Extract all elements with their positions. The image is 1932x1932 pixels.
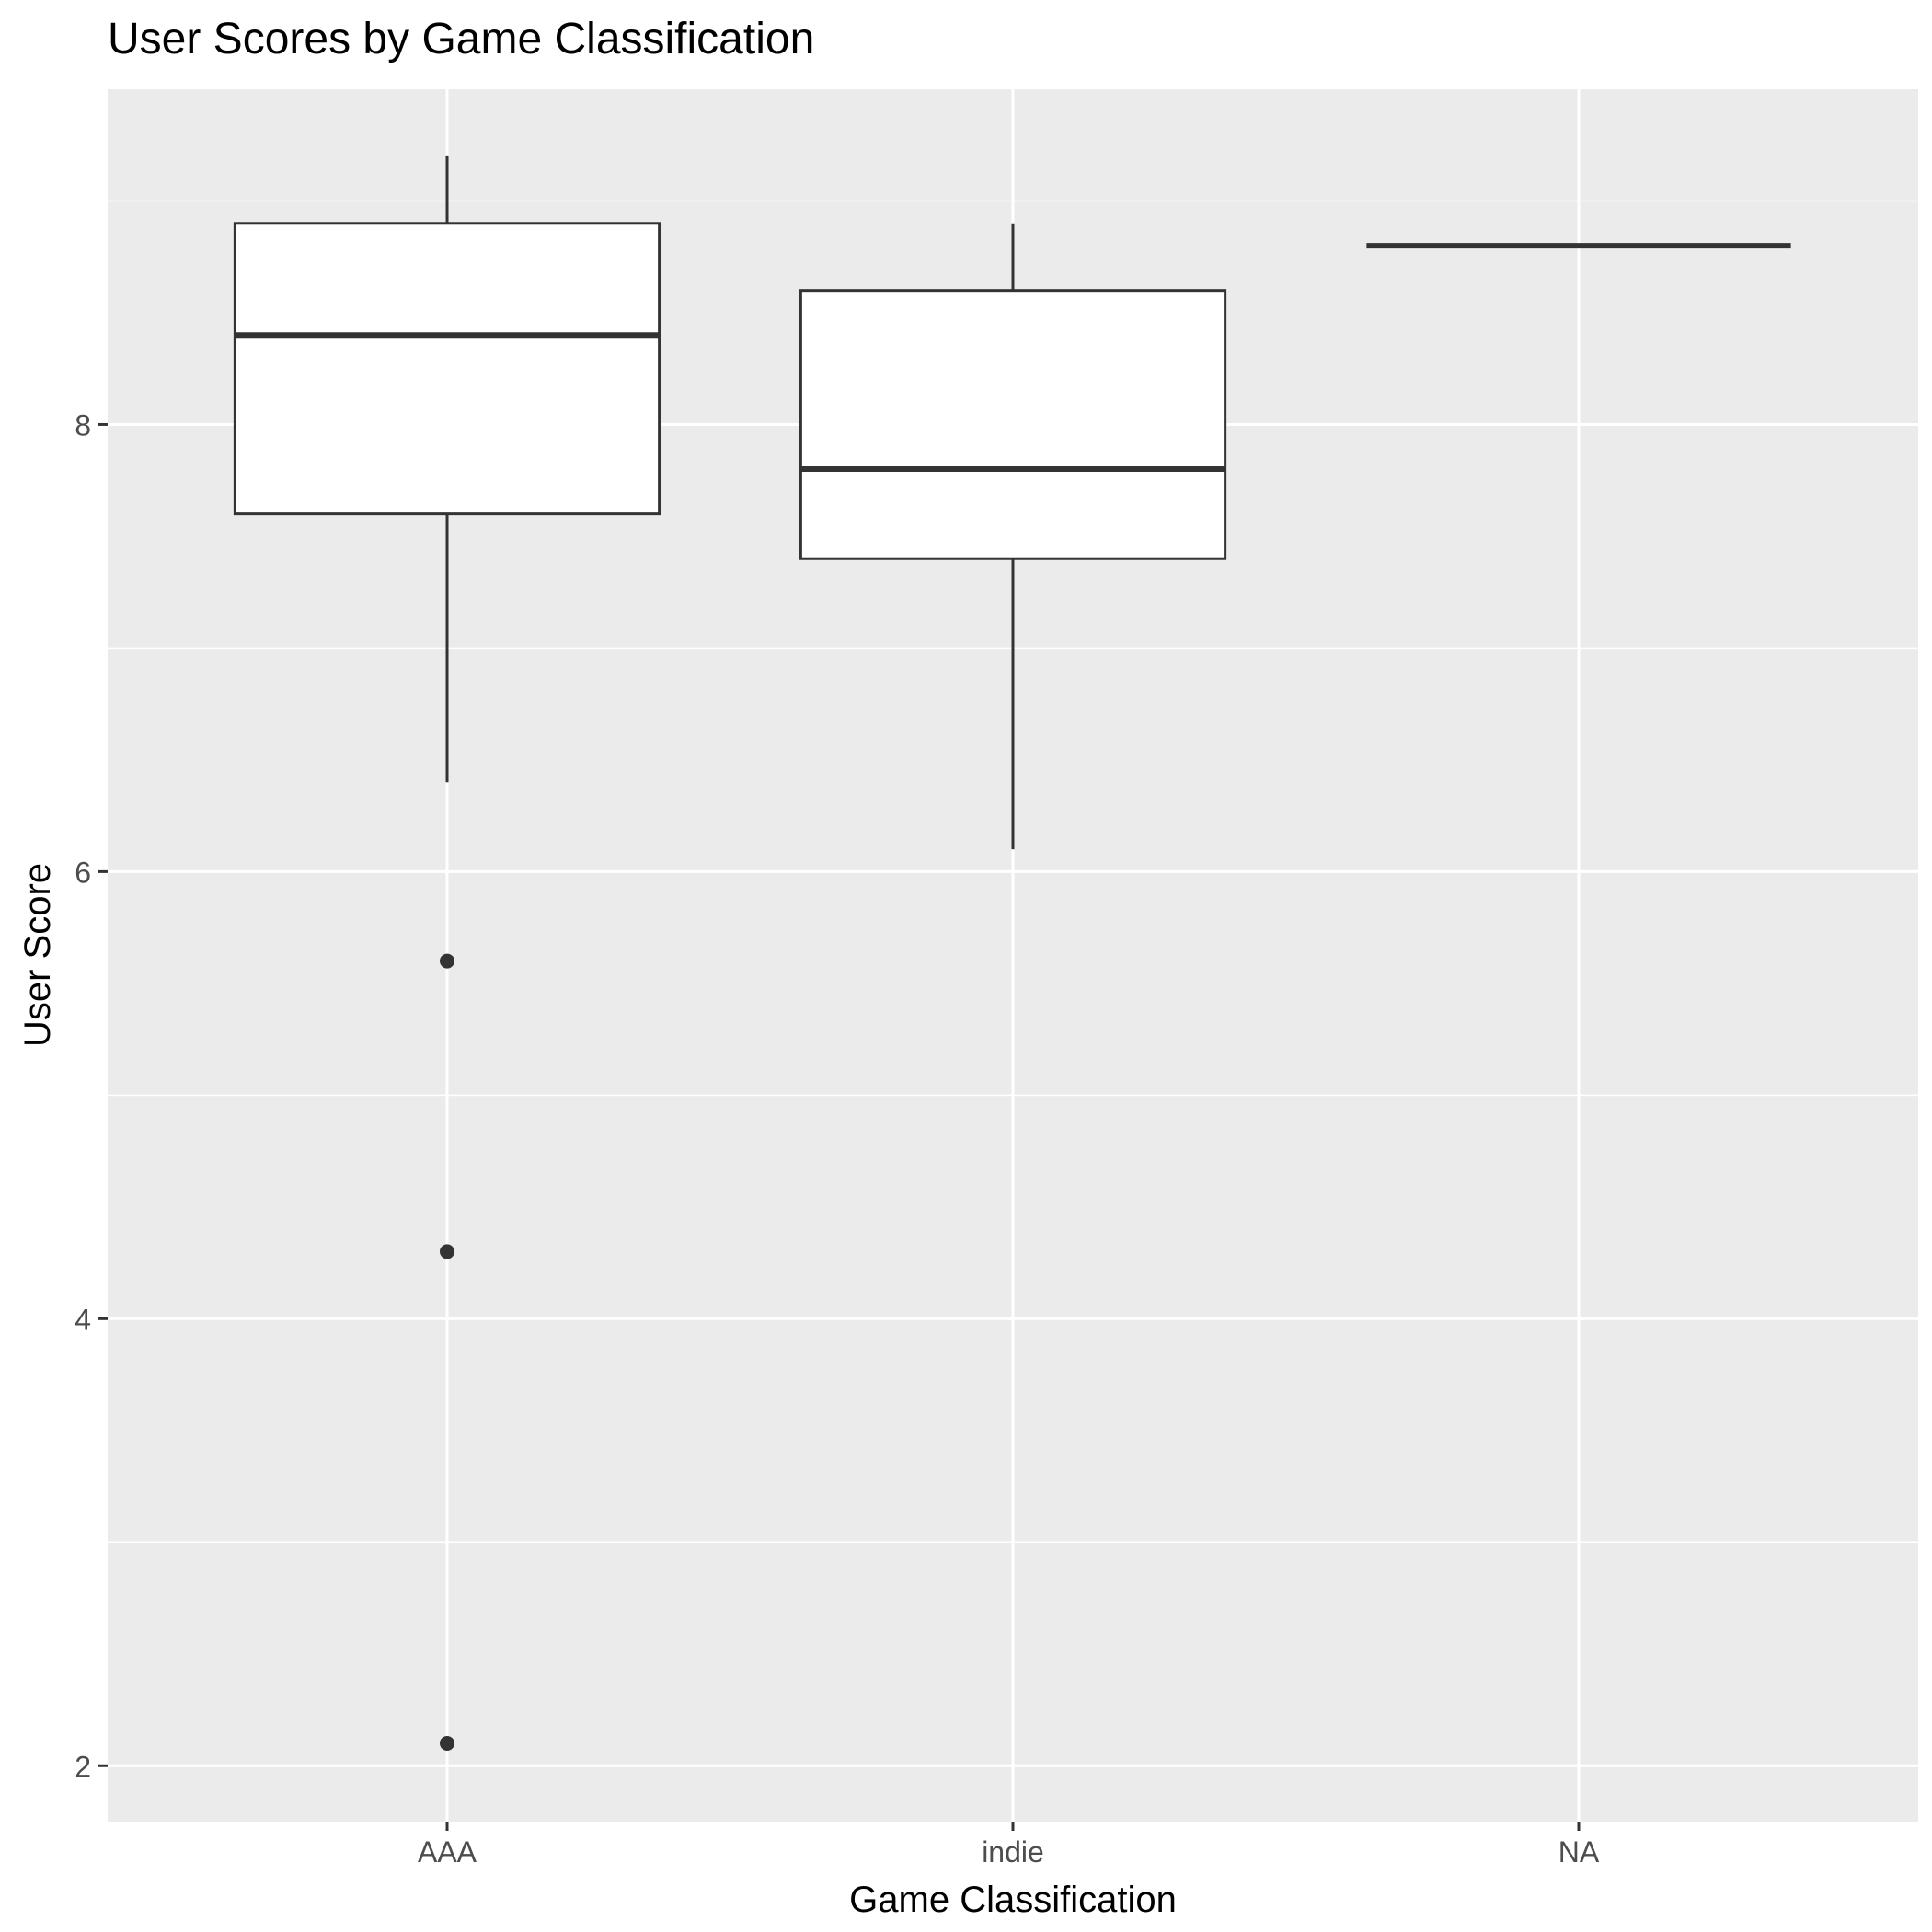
iqr-box [799,289,1227,560]
y-axis: 2 4 6 8 [75,408,108,1783]
y-tick-label: 8 [75,408,91,442]
outlier-point [440,953,454,969]
box-indie [799,223,1227,850]
boxes-layer [233,155,1791,1751]
y-axis-label: User Score [17,863,58,1047]
y-tick-label: 2 [75,1750,91,1783]
iqr-box [233,222,661,516]
box-AAA [233,155,661,1751]
chart-title: User Scores by Game Classification [108,15,814,63]
y-tick-label: 4 [75,1303,91,1336]
outlier-point [440,1735,454,1751]
x-tick-label: NA [1558,1835,1600,1869]
x-axis-label: Game Classification [849,1880,1177,1920]
x-tick-label: AAA [418,1835,477,1869]
outlier-point [440,1244,454,1259]
y-tick-label: 6 [75,856,91,889]
x-axis: AAA indie NA [418,1822,1600,1869]
x-tick-label: indie [982,1835,1044,1869]
